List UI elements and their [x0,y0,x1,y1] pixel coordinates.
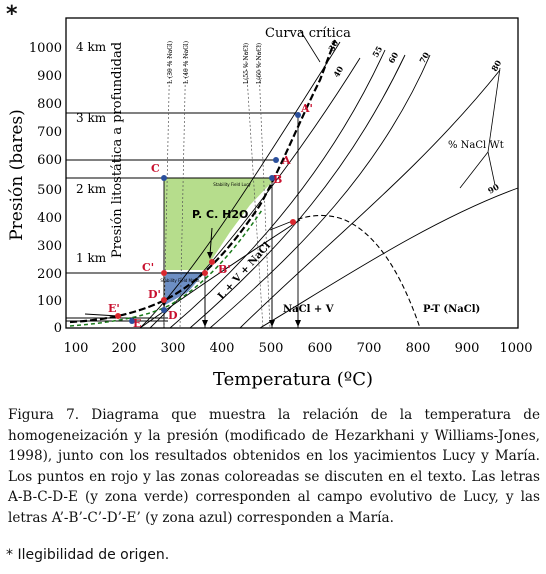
x-tick: 100 [64,341,89,356]
y-axis-title: Presión (bares) [7,109,27,241]
point-bp [202,270,208,276]
halite-curve [289,214,421,329]
point-red-halite [290,219,296,225]
critical-curve-label: Curva crítica [265,26,351,41]
naclv-label: NaCl + V [283,304,334,315]
y-tick: 600 [37,153,62,168]
letter-dp: D' [148,288,161,301]
liquidus-label: L(55 % NaCl) [243,43,250,84]
x-tick: 300 [161,341,186,356]
liquidus-label: L(60 % NaCl) [256,43,263,84]
depth-tick: 2 km [76,182,107,196]
depth-tick: 3 km [76,111,107,125]
critical-curve [69,39,337,324]
y-tick-labels: 0 100 200 300 400 500 600 700 800 900 10… [29,41,62,336]
liquidus-label: L (30 % NaCl) [167,41,174,84]
page-marker: * [6,2,18,27]
letter-ep: E' [108,302,120,315]
iso-label: 55 [370,44,384,59]
y-tick: 200 [37,267,62,282]
y-tick: 400 [37,211,62,226]
x-axis-title: Temperatura (ºC) [213,369,373,390]
illegibility-note: * Ilegibilidad de origen. [6,547,170,563]
depth-tick: 4 km [76,40,107,54]
y-tick: 500 [37,183,62,198]
x-tick: 1000 [499,341,532,356]
stability-field-label-2: Stability Field Maria [160,278,200,283]
liquidus-lines [163,44,271,329]
lvnacl-curve [139,219,301,329]
letter-bp: B' [218,263,231,276]
x-tick-labels: 100 200 300 400 500 600 700 800 900 1000 [64,341,533,356]
pc-h2o-label: P. C. H2O [192,208,248,221]
x-tick: 800 [406,341,431,356]
arrow-heads [161,252,301,327]
depth-axis-title: Presión litostática a profundidad [110,42,125,258]
letter-ap: A' [300,102,313,115]
y-tick: 100 [37,294,62,309]
depth-tick: 1 km [76,251,107,265]
y-tick: 800 [37,97,62,112]
pt-nacl-label: P-T (NaCl) [423,304,480,315]
x-tick: 500 [259,341,284,356]
depth-tick-labels: 4 km 3 km 2 km 1 km [76,40,107,265]
point-c [161,175,167,181]
point-b [269,175,275,181]
letter-c: C [151,162,160,175]
nacl-wt-label: % NaCl Wt [448,140,504,151]
point-a-lower [273,157,279,163]
point-a [295,112,301,118]
letter-d: D [168,309,178,322]
point-red-mid [209,259,215,265]
y-tick: 0 [54,321,62,336]
letter-b: B [273,173,282,186]
liquidus-label: L (40 % NaCl) [183,41,190,84]
plot-frame [65,17,519,329]
figure-caption: Figura 7. Diagrama que muestra la relaci… [8,407,540,526]
green-zone [164,178,272,270]
point-d [161,307,167,313]
x-tick: 200 [112,341,137,356]
halite-link [269,221,291,231]
letter-a: A [281,154,291,167]
point-dp [161,297,167,303]
point-e [129,318,135,324]
critical-pointer [299,29,321,63]
x-tick: 700 [357,341,382,356]
point-letters: C B A A' C' D' B' D E' E [108,102,313,330]
point-cp [161,270,167,276]
y-tick: 900 [37,69,62,84]
y-tick: 700 [37,125,62,140]
point-ep [115,313,121,319]
pressure-temperature-diagram: 0 100 200 300 400 500 600 700 800 900 10… [7,17,533,390]
x-tick: 600 [308,341,333,356]
y-tick: 300 [37,239,62,254]
y-tick: 1000 [29,41,62,56]
letter-e: E [133,317,141,330]
nacl-pointers [459,67,501,189]
stability-field-label: Stability Field Lucy [213,182,251,187]
x-tick: 900 [455,341,480,356]
liquidus-labels: L (30 % NaCl) L (40 % NaCl) L(55 % NaCl)… [167,41,263,84]
x-tick: 400 [210,341,235,356]
letter-cp: C' [142,261,154,274]
